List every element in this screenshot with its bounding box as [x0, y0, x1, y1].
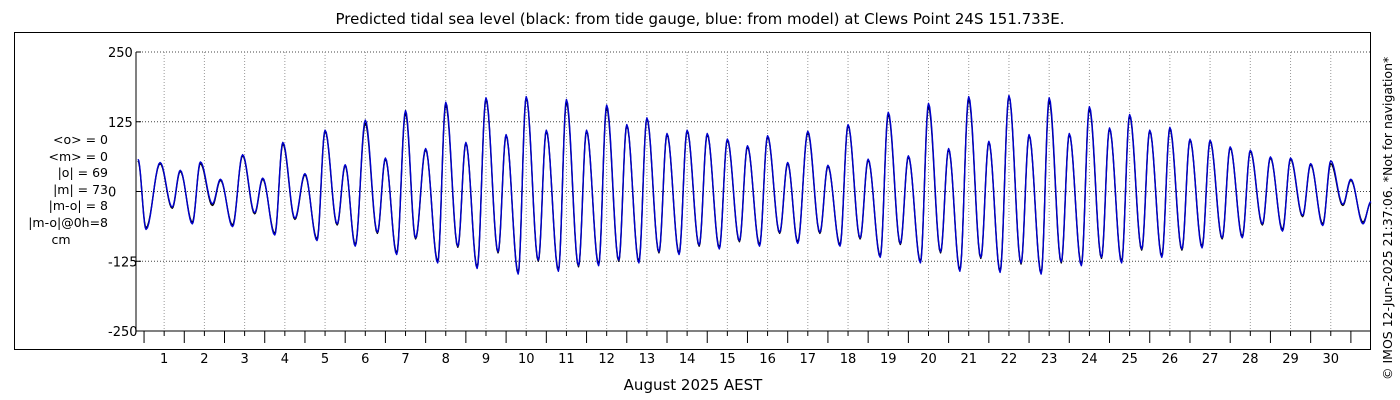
x-tick-label: 20 [920, 352, 937, 367]
stat-model-mean: <m> = 0 [48, 148, 109, 164]
stat-observed-abs: |o| = 69 [57, 165, 108, 181]
x-tick-label: 28 [1242, 352, 1259, 367]
x-tick-label: 21 [960, 352, 977, 367]
x-tick-label: 27 [1202, 352, 1219, 367]
outer-axes-frame [14, 32, 1371, 350]
x-tick-label: 25 [1121, 352, 1138, 367]
y-tick-label: 250 [108, 46, 133, 61]
x-tick-label: 30 [1322, 352, 1339, 367]
x-tick-label: 4 [281, 352, 289, 367]
stat-observed-mean: <o> = 0 [53, 132, 108, 147]
x-tick-label: 10 [518, 352, 535, 367]
series-line-model [137, 94, 1372, 275]
x-axis-ticks: 1 2 3 4 5 6 7 8 9 10 11 12 13 14 15 16 17 18 19 20 21 22 23 24 2… [143, 331, 1352, 367]
x-tick-label: 1 [160, 352, 168, 367]
x-tick-label: 9 [482, 352, 490, 367]
x-tick-label: 2 [200, 352, 208, 367]
y-tick-label: -250 [108, 325, 138, 340]
x-tick-label: 24 [1081, 352, 1098, 367]
statistics-panel: <o> = 0 <m> = 0 |o| = 69 |m| = 73 |m-o| … [14, 132, 108, 248]
stat-diff-abs: |m-o| = 8 [48, 198, 108, 214]
x-tick-label: 26 [1162, 352, 1179, 367]
x-tick-label: 5 [321, 352, 329, 367]
x-tick-label: 23 [1041, 352, 1058, 367]
x-tick-label: 15 [719, 352, 736, 367]
x-tick-label: 18 [840, 352, 857, 367]
x-tick-label: 12 [598, 352, 615, 367]
chart-title: Predicted tidal sea level (black: from t… [335, 10, 1065, 28]
x-tick-label: 13 [639, 352, 656, 367]
x-tick-label: 22 [1001, 352, 1018, 367]
x-tick-label: 8 [442, 352, 450, 367]
x-tick-label: 11 [558, 352, 575, 367]
x-axis-label: August 2025 AEST [623, 376, 763, 394]
y-tick-label: -125 [108, 255, 138, 270]
stat-unit: cm [51, 231, 71, 247]
x-tick-label: 29 [1282, 352, 1299, 367]
series-lines [137, 94, 1372, 275]
x-tick-label: 17 [800, 352, 817, 367]
stat-model-abs: |m| = 73 [53, 181, 108, 197]
y-axis-ticks: 250 125 0 -125 -250 [108, 46, 141, 340]
copyright-watermark: © IMOS 12-Jun-2025 21:37:06. *Not for na… [1380, 56, 1395, 380]
y-tick-label: 125 [108, 116, 133, 131]
y-tick-label: 0 [108, 186, 116, 201]
x-tick-label: 14 [679, 352, 696, 367]
x-tick-label: 19 [880, 352, 897, 367]
x-tick-label: 7 [401, 352, 409, 367]
x-tick-label: 16 [759, 352, 776, 367]
x-tick-label: 6 [361, 352, 369, 367]
x-tick-label: 3 [240, 352, 248, 367]
stat-diff-0h: |m-o|@0h=8 [28, 214, 108, 230]
